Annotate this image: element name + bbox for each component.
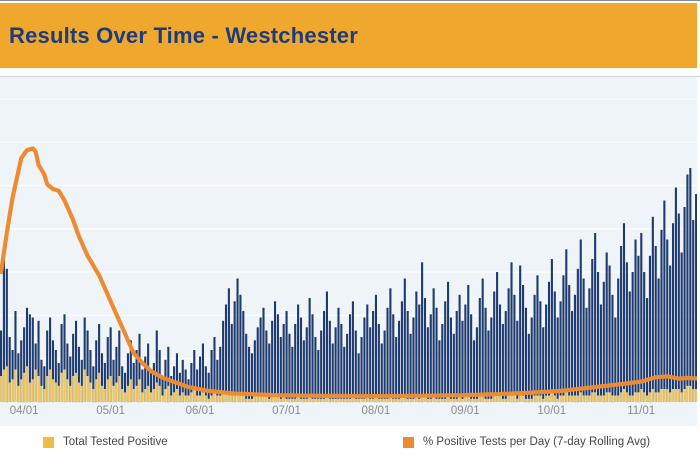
x-tick-label: 10/01 (537, 405, 566, 417)
window-top-edge (0, 0, 700, 1)
x-tick-label: 11/01 (627, 405, 655, 417)
legend-label: % Positive Tests per Day (7-day Rolling … (423, 436, 651, 448)
x-tick-label: 06/01 (186, 405, 215, 417)
banner-divider (0, 68, 700, 77)
top-gap (0, 1, 700, 3)
x-tick-label: 07/01 (272, 405, 301, 417)
x-axis-labels: 04/01 05/01 06/01 07/01 08/01 09/01 10/01 11/01 (10, 405, 655, 417)
x-tick-label: 04/01 (10, 405, 39, 417)
percent-positive-line (0, 146, 697, 399)
results-chart-area: 04/01 05/01 06/01 07/01 08/01 09/01 10/01 11/01 (0, 77, 697, 426)
bars-total-tested-positive (0, 366, 697, 403)
legend-label: Total Tested Positive (63, 436, 168, 448)
x-tick-label: 05/01 (96, 405, 125, 417)
yellow-swatch-icon (43, 436, 54, 448)
chart-legend: Total Tested Positive % Positive Tests p… (0, 426, 700, 465)
orange-swatch-icon (403, 436, 414, 448)
legend-item-total-tested-positive[interactable]: Total Tested Positive (43, 436, 168, 448)
x-tick-label: 09/01 (451, 405, 480, 417)
bars-daily-total (0, 168, 697, 403)
title-banner: Results Over Time - Westchester (0, 3, 697, 68)
results-chart: 04/01 05/01 06/01 07/01 08/01 09/01 10/01 11/01 (0, 98, 697, 417)
x-tick-label: 08/01 (362, 405, 391, 417)
page-title: Results Over Time - Westchester (9, 22, 358, 48)
legend-item-percent-positive[interactable]: % Positive Tests per Day (7-day Rolling … (403, 436, 650, 448)
